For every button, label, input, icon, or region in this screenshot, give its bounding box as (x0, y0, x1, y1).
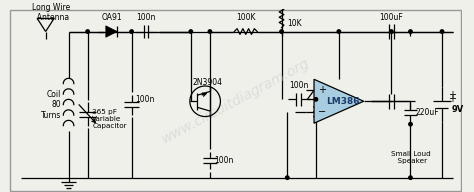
Circle shape (86, 30, 90, 33)
Text: 10K: 10K (321, 107, 335, 116)
Circle shape (390, 30, 393, 33)
Polygon shape (314, 79, 364, 123)
Circle shape (189, 30, 192, 33)
Circle shape (130, 30, 133, 33)
Text: +: + (318, 85, 326, 95)
Circle shape (440, 30, 444, 33)
Text: +: + (448, 90, 456, 100)
Text: Coil
80
Turns: Coil 80 Turns (41, 90, 61, 119)
Circle shape (208, 30, 211, 33)
Text: 100n: 100n (214, 156, 233, 165)
Circle shape (409, 30, 412, 33)
Text: 9V: 9V (452, 105, 464, 114)
Text: Small Loud
  Speaker: Small Loud Speaker (391, 151, 430, 164)
FancyBboxPatch shape (10, 10, 461, 191)
Circle shape (314, 98, 318, 101)
Text: OA91: OA91 (101, 13, 122, 22)
Text: −: − (318, 107, 326, 117)
Text: Long Wire
  Antenna: Long Wire Antenna (32, 2, 71, 22)
Circle shape (409, 122, 412, 126)
Circle shape (285, 176, 289, 179)
Circle shape (337, 30, 341, 33)
Text: 365 pF
Variable
Capacitor: 365 pF Variable Capacitor (92, 109, 127, 129)
Text: 100n: 100n (289, 81, 309, 90)
Text: 100K: 100K (236, 13, 255, 22)
Text: 220uF: 220uF (415, 108, 439, 117)
Text: www.circuitdiagram.org: www.circuitdiagram.org (159, 56, 312, 146)
Text: +: + (447, 94, 456, 104)
Text: 100n: 100n (136, 13, 155, 22)
Circle shape (280, 30, 283, 33)
Text: LM386: LM386 (326, 97, 359, 106)
Text: 2N3904: 2N3904 (192, 78, 222, 87)
Circle shape (409, 176, 412, 179)
Polygon shape (106, 26, 117, 37)
Text: 10K: 10K (287, 19, 302, 28)
Text: 100uF: 100uF (380, 13, 403, 22)
Text: 100n: 100n (136, 95, 155, 104)
